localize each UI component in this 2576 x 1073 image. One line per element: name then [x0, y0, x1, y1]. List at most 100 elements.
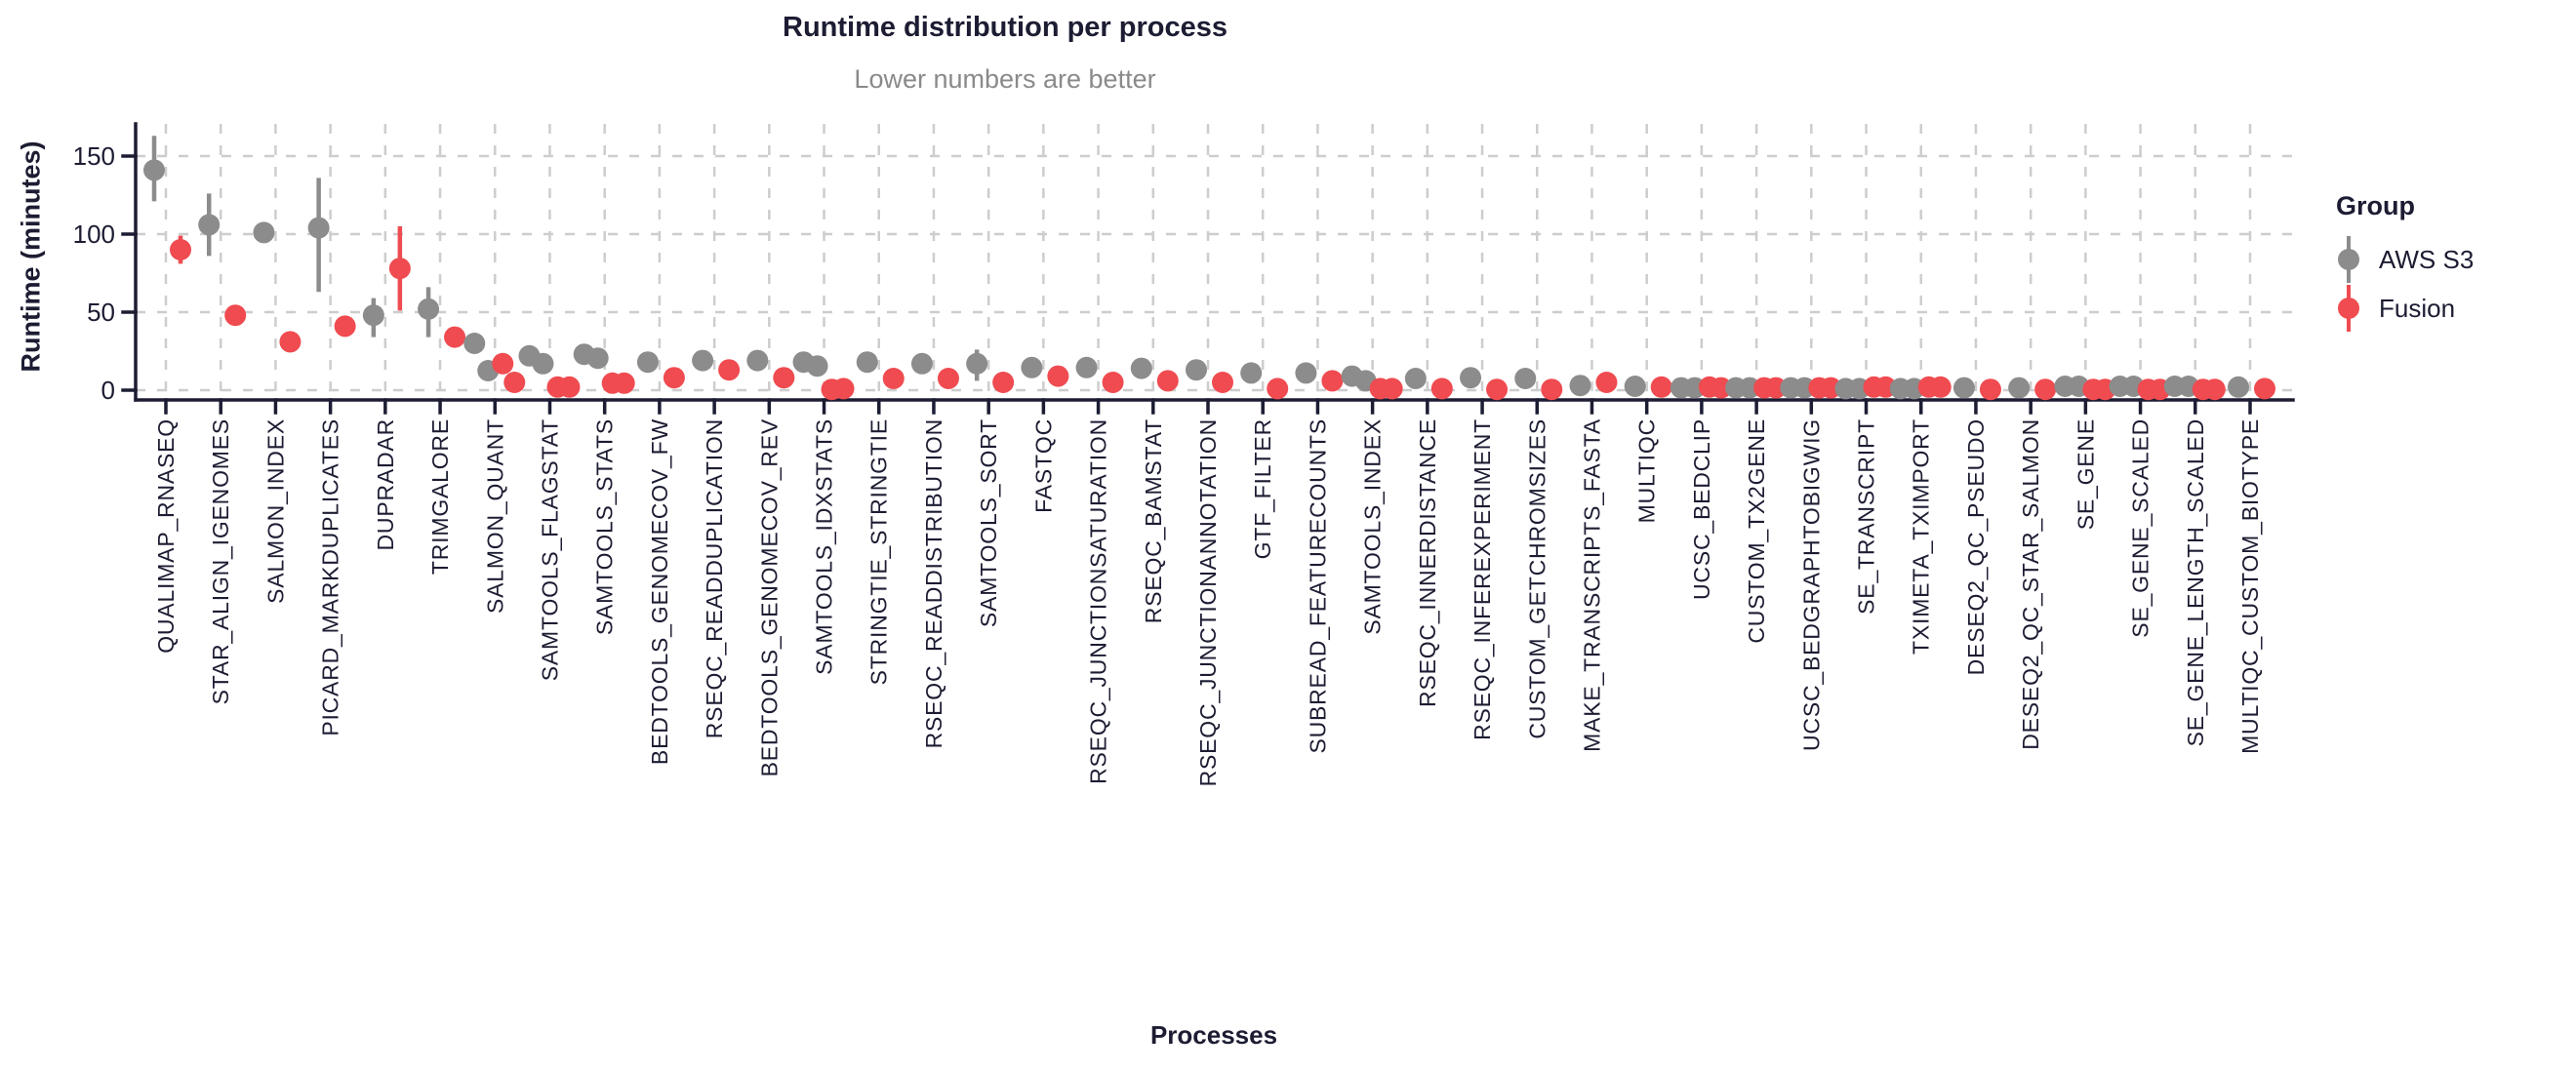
- x-tick-label: RSEQC_INNERDISTANCE: [1415, 418, 1440, 707]
- data-point-fusion: [1486, 378, 1509, 401]
- data-point-aws-s3: [1021, 356, 1043, 378]
- data-point-aws-s3: [856, 351, 878, 374]
- data-point-aws-s3: [463, 333, 486, 354]
- data-point-fusion: [1430, 378, 1453, 400]
- data-point-fusion: [170, 239, 191, 260]
- x-tick-label: CUSTOM_GETCHROMSIZES: [1524, 418, 1550, 739]
- data-point-fusion: [718, 359, 741, 381]
- chart-title: Runtime distribution per process: [783, 12, 1228, 43]
- data-point-fusion: [937, 368, 959, 389]
- data-point-aws-s3: [1075, 356, 1098, 378]
- data-point-aws-s3: [1404, 368, 1427, 389]
- x-tick-label: UCSC_BEDCLIP: [1689, 418, 1714, 600]
- x-tick-label: MULTIQC_CUSTOM_BIOTYPE: [2237, 418, 2263, 754]
- x-tick-label: RSEQC_INFEREXPERIMENT: [1469, 418, 1495, 740]
- x-tick-label: TXIMETA_TXIMPORT: [1909, 418, 1934, 655]
- x-tick-label: DUPRADAR: [373, 418, 398, 550]
- x-tick-label: SALMON_INDEX: [262, 418, 288, 604]
- data-point-aws-s3: [2228, 376, 2249, 398]
- x-tick-label: RSEQC_JUNCTIONANNOTATION: [1195, 418, 1221, 786]
- x-tick-label: MULTIQC: [1634, 418, 1660, 523]
- data-point-fusion: [388, 258, 411, 280]
- data-point-aws-s3: [307, 217, 330, 239]
- data-point-fusion: [1650, 376, 1672, 398]
- data-point-fusion: [1541, 378, 1563, 401]
- x-tick-label: RSEQC_READDUPLICATION: [702, 418, 727, 738]
- y-tick-label: 150: [73, 141, 115, 171]
- data-point-fusion: [832, 378, 855, 400]
- data-point-aws-s3: [966, 352, 988, 375]
- data-point-fusion: [1156, 370, 1179, 392]
- data-point-aws-s3: [1130, 357, 1152, 379]
- data-point-fusion: [444, 326, 466, 348]
- data-point-aws-s3: [1624, 376, 1646, 397]
- x-tick-label: TRIMGALORE: [427, 418, 453, 575]
- data-point-fusion: [992, 372, 1015, 393]
- x-tick-label: STRINGTIE_STRINGTIE: [866, 418, 892, 685]
- data-point-fusion: [1595, 372, 1618, 393]
- x-tick-label: SE_TRANSCRIPT: [1854, 418, 1879, 615]
- y-tick-label: 100: [73, 219, 115, 249]
- data-point-fusion: [613, 372, 635, 394]
- y-tick-label: 0: [101, 376, 115, 405]
- data-point-fusion: [1710, 377, 1732, 399]
- x-tick-label: SE_GENE_LENGTH_SCALED: [2183, 418, 2208, 746]
- data-point-fusion: [503, 372, 526, 393]
- data-point-fusion: [1212, 372, 1233, 393]
- data-point-aws-s3: [2008, 377, 2031, 399]
- x-tick-label: SAMTOOLS_INDEX: [1360, 418, 1386, 635]
- legend-title: Group: [2336, 191, 2415, 220]
- data-point-aws-s3: [253, 221, 275, 244]
- x-tick-label: QUALIMAP_RNASEQ: [153, 418, 179, 654]
- data-point-aws-s3: [532, 352, 554, 375]
- x-tick-label: SAMTOOLS_FLAGSTAT: [537, 418, 562, 681]
- data-point-fusion: [492, 352, 514, 375]
- x-tick-label: SAMTOOLS_STATS: [592, 418, 618, 635]
- x-tick-label: SE_GENE: [2073, 418, 2098, 530]
- data-point-fusion: [1267, 378, 1289, 400]
- data-point-aws-s3: [1952, 377, 1975, 399]
- pointrange-icon: [2338, 285, 2359, 332]
- x-tick-label: RSEQC_READDISTRIBUTION: [921, 418, 946, 748]
- data-point-aws-s3: [1295, 362, 1317, 384]
- legend-entry-aws-s3: AWS S3: [2336, 235, 2570, 284]
- x-tick-label: SAMTOOLS_IDXSTATS: [812, 418, 837, 675]
- y-tick-label: 50: [87, 298, 115, 327]
- x-axis-label: Processes: [1149, 1020, 1278, 1050]
- x-tick-label: STAR_ALIGN_IGENOMES: [208, 418, 233, 704]
- data-point-aws-s3: [1240, 362, 1263, 384]
- data-point-aws-s3: [746, 349, 769, 372]
- data-point-fusion: [224, 304, 247, 327]
- data-point-fusion: [1381, 378, 1403, 400]
- x-tick-label: BEDTOOLS_GENOMECOV_FW: [647, 418, 672, 765]
- data-point-fusion: [2254, 378, 2275, 400]
- data-point-fusion: [882, 368, 905, 389]
- x-tick-label: UCSC_BEDGRAPHTOBIGWIG: [1798, 418, 1824, 751]
- data-point-fusion: [663, 367, 685, 389]
- x-tick-label: FASTQC: [1030, 418, 1056, 513]
- data-point-fusion: [2034, 378, 2057, 401]
- x-tick-label: GTF_FILTER: [1250, 418, 1275, 559]
- legend-entry-label: AWS S3: [2379, 244, 2475, 274]
- data-point-aws-s3: [692, 349, 714, 372]
- x-tick-label: SUBREAD_FEATURECOUNTS: [1305, 418, 1330, 754]
- x-tick-label: SAMTOOLS_SORT: [976, 418, 1001, 627]
- x-tick-label: DESEQ2_QC_STAR_SALMON: [2018, 418, 2043, 750]
- data-point-aws-s3: [806, 355, 828, 378]
- data-point-aws-s3: [1514, 368, 1537, 389]
- data-point-aws-s3: [198, 214, 221, 236]
- pointrange-icon: [2338, 236, 2359, 283]
- data-point-aws-s3: [910, 352, 933, 375]
- data-point-fusion: [334, 315, 356, 338]
- data-point-fusion: [1047, 365, 1069, 387]
- x-tick-label: SALMON_QUANT: [482, 418, 507, 614]
- data-point-fusion: [1321, 370, 1344, 392]
- data-point-fusion: [558, 376, 581, 398]
- data-point-fusion: [1765, 377, 1788, 399]
- data-point-fusion: [773, 367, 795, 389]
- data-point-aws-s3: [586, 347, 609, 370]
- x-tick-label: SE_GENE_SCALED: [2128, 418, 2153, 638]
- data-point-fusion: [1102, 372, 1124, 393]
